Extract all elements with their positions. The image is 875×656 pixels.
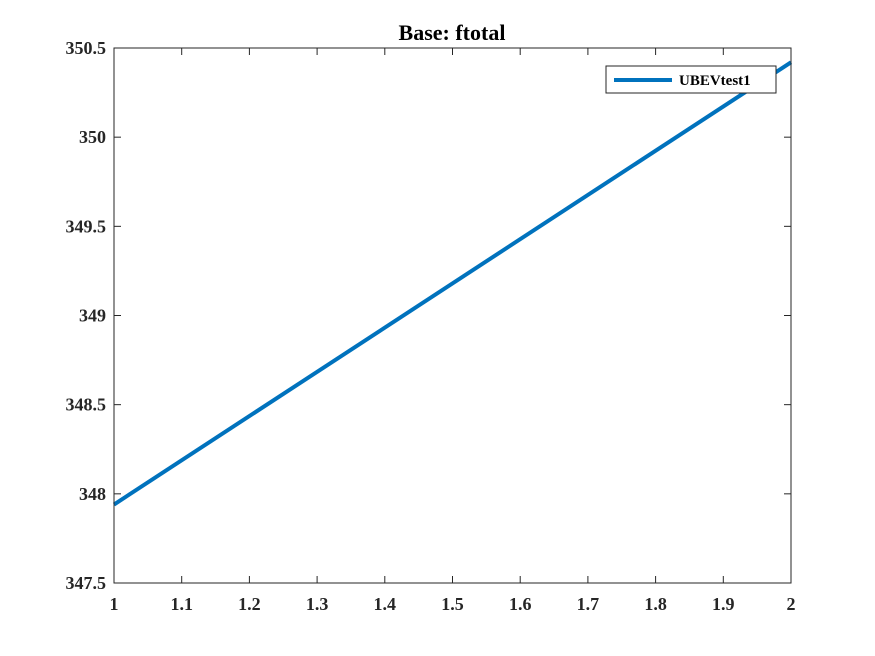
- plot-frame: [113, 47, 792, 584]
- y-tick-labels: 347.5 348 348.5 349 349.5 350 350.5: [66, 38, 107, 593]
- x-tick-label: 1.3: [306, 594, 329, 614]
- legend-label: UBEVtest1: [679, 73, 751, 89]
- y-tick-label: 350.5: [66, 38, 107, 58]
- x-tick-label: 1.5: [441, 594, 464, 614]
- x-tick-label: 1.9: [712, 594, 735, 614]
- y-tick-label: 348: [79, 484, 106, 504]
- series-line: [112, 60, 793, 507]
- x-tick-label: 1.1: [170, 594, 193, 614]
- x-tick-labels: 1 1.1 1.2 1.3 1.4 1.5 1.6 1.7 1.8 1.9 2: [110, 594, 796, 614]
- series-layer: [112, 60, 793, 507]
- y-tick-label: 350: [79, 127, 106, 147]
- x-tick-label: 2: [787, 594, 796, 614]
- chart-title: Base: ftotal: [399, 20, 506, 45]
- x-tick-label: 1.2: [238, 594, 261, 614]
- y-tick-label: 348.5: [66, 395, 107, 415]
- x-tick-label: 1.6: [509, 594, 532, 614]
- y-tick-label: 349: [79, 306, 106, 326]
- legend: UBEVtest1: [605, 65, 777, 94]
- x-tick-label: 1.7: [577, 594, 600, 614]
- x-tick-label: 1.8: [644, 594, 667, 614]
- x-tick-label: 1: [110, 594, 119, 614]
- y-tick-label: 349.5: [66, 216, 107, 236]
- y-tick-label: 347.5: [66, 573, 107, 593]
- x-tick-label: 1.4: [374, 594, 397, 614]
